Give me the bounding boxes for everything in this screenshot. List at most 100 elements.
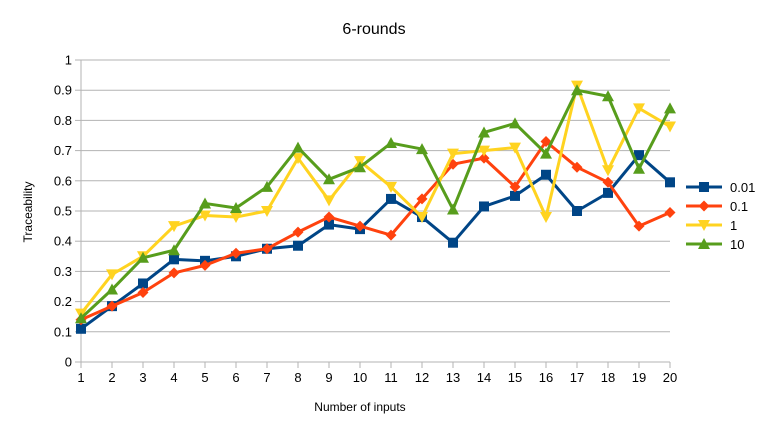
data-point-triangle-down (106, 269, 118, 281)
data-point-triangle-up (75, 312, 87, 324)
data-point-square (386, 193, 396, 204)
data-point-triangle-up (137, 251, 149, 263)
data-point-triangle-down (199, 210, 211, 222)
x-tick-label: 9 (325, 370, 332, 385)
legend-item: 10 (686, 237, 744, 252)
y-tick-label: 0 (65, 355, 72, 370)
series-line (79, 88, 672, 320)
x-tick-label: 7 (263, 370, 270, 385)
data-point-square (479, 201, 489, 212)
data-point-triangle-down (447, 148, 459, 160)
data-point-triangle-up (447, 203, 459, 215)
data-point-diamond (416, 193, 428, 205)
series-3 (75, 84, 676, 324)
data-point-triangle-up (633, 162, 645, 174)
data-point-diamond (354, 220, 366, 232)
data-point-square (699, 182, 709, 192)
data-point-triangle-down (664, 121, 676, 133)
data-point-triangle-up (261, 180, 273, 192)
data-point-diamond (199, 259, 211, 271)
data-point-diamond (509, 181, 521, 193)
data-point-triangle-down (385, 181, 397, 193)
x-tick-label: 4 (170, 370, 177, 385)
data-point-diamond (261, 243, 273, 255)
data-point-triangle-up (323, 173, 335, 185)
data-point-triangle-down (168, 221, 180, 233)
data-point-square (541, 169, 551, 180)
series-line (80, 140, 671, 322)
data-point-square (448, 237, 458, 248)
x-tick-label: 6 (232, 370, 239, 385)
x-tick-label: 5 (201, 370, 208, 385)
data-point-square (665, 177, 675, 188)
data-point-triangle-down (292, 153, 304, 165)
x-tick-label: 13 (446, 370, 460, 385)
x-tick-label: 11 (384, 370, 398, 385)
data-point-triangle-down (698, 220, 710, 231)
series-1 (75, 136, 676, 326)
data-point-diamond (385, 229, 397, 241)
y-tick-label: 0.1 (54, 324, 72, 339)
x-tick-label: 14 (477, 370, 491, 385)
series-2 (75, 80, 676, 320)
data-point-triangle-down (416, 212, 428, 224)
data-point-triangle-down (509, 142, 521, 154)
data-point-triangle-up (664, 102, 676, 114)
y-tick-label: 0.3 (54, 264, 72, 279)
data-point-triangle-up (354, 161, 366, 173)
x-tick-label: 1 (77, 370, 84, 385)
x-tick-label: 20 (663, 370, 677, 385)
data-point-triangle-up (385, 137, 397, 149)
data-point-diamond (168, 267, 180, 279)
data-point-diamond (633, 220, 645, 232)
legend-item: 0.1 (686, 199, 748, 214)
legend-label: 0.1 (730, 199, 748, 214)
data-point-diamond (602, 176, 614, 188)
data-point-square (634, 150, 644, 161)
data-point-triangle-up (230, 201, 242, 213)
data-point-triangle-up (168, 244, 180, 256)
data-point-triangle-up (698, 238, 710, 249)
x-tick-label: 16 (539, 370, 553, 385)
data-point-square (572, 206, 582, 216)
data-point-triangle-up (540, 147, 552, 159)
y-tick-label: 0.4 (54, 234, 72, 249)
data-point-triangle-down (540, 212, 552, 224)
data-point-triangle-up (292, 141, 304, 153)
x-axis-title: Number of inputs (314, 400, 405, 414)
x-tick-label: 18 (601, 370, 615, 385)
legend-label: 0.01 (730, 180, 755, 195)
y-axis-title: Traceability (21, 182, 35, 243)
data-point-square (138, 278, 148, 289)
x-tick-label: 2 (108, 370, 115, 385)
chart-title: 6-rounds (342, 21, 405, 38)
data-point-triangle-up (199, 197, 211, 209)
data-point-diamond (292, 226, 304, 238)
series-group (75, 80, 676, 334)
series-line (79, 84, 671, 315)
data-point-diamond (137, 287, 149, 299)
data-point-square (293, 240, 303, 251)
y-tick-label: 0.2 (54, 294, 72, 309)
x-tick-label: 19 (632, 370, 646, 385)
y-axis-ticks: 0 0.1 0.2 0.3 0.4 0.5 0.6 0.7 0.8 0.9 1 (54, 53, 72, 370)
data-point-triangle-down (323, 195, 335, 207)
y-tick-label: 0.5 (54, 204, 72, 219)
data-point-diamond (323, 211, 335, 223)
data-point-diamond (571, 161, 583, 173)
data-point-square (324, 219, 334, 230)
data-point-diamond (106, 300, 118, 312)
x-tick-label: 8 (294, 370, 301, 385)
data-point-triangle-up (602, 90, 614, 102)
data-point-triangle-up (478, 126, 490, 138)
data-point-triangle-up (106, 283, 118, 295)
legend-item: 1 (686, 218, 737, 233)
y-tick-label: 0.6 (54, 173, 72, 188)
y-tick-label: 0.7 (54, 143, 72, 158)
x-tick-label: 15 (508, 370, 522, 385)
legend: 0.01 0.1 1 10 (686, 180, 755, 252)
data-point-triangle-down (261, 206, 273, 217)
data-point-triangle-up (509, 117, 521, 129)
y-tick-label: 1 (65, 53, 72, 68)
